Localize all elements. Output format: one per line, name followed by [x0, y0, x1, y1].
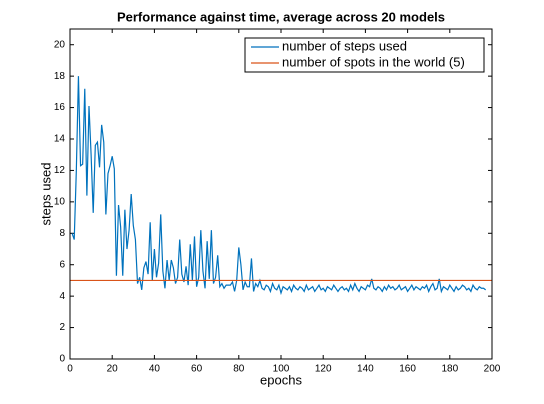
x-tick-label: 180: [441, 364, 458, 375]
x-tick-label: 140: [357, 364, 374, 375]
y-tick-label: 20: [54, 39, 66, 50]
x-tick-label: 60: [191, 364, 203, 375]
y-tick-label: 16: [54, 102, 66, 113]
legend-text: number of steps used: [282, 38, 407, 53]
y-tick-label: 12: [54, 165, 66, 176]
chart-title: Performance against time, average across…: [117, 9, 445, 24]
x-tick-label: 0: [67, 364, 73, 375]
legend-box: [244, 37, 485, 73]
y-tick-label: 4: [59, 291, 65, 302]
x-axis-label: epochs: [260, 372, 302, 387]
x-tick-label: 40: [149, 364, 161, 375]
y-tick-label: 8: [59, 228, 65, 239]
y-axis-label: steps used: [38, 163, 53, 226]
x-tick-label: 80: [233, 364, 245, 375]
x-tick-label: 120: [315, 364, 332, 375]
x-tick-label: 200: [484, 364, 501, 375]
y-tick-label: 18: [54, 71, 66, 82]
plot-frame: [69, 28, 493, 360]
x-tick-label: 160: [399, 364, 416, 375]
y-tick-label: 14: [54, 134, 66, 145]
legend-text: number of spots in the world (5): [282, 54, 465, 69]
x-tick-label: 20: [107, 364, 119, 375]
y-tick-label: 0: [59, 354, 65, 365]
y-tick-label: 10: [54, 196, 66, 207]
x-tick-label: 100: [273, 364, 290, 375]
series-line: [71, 76, 487, 296]
y-tick-label: 2: [59, 322, 65, 333]
y-tick-label: 6: [59, 259, 65, 270]
